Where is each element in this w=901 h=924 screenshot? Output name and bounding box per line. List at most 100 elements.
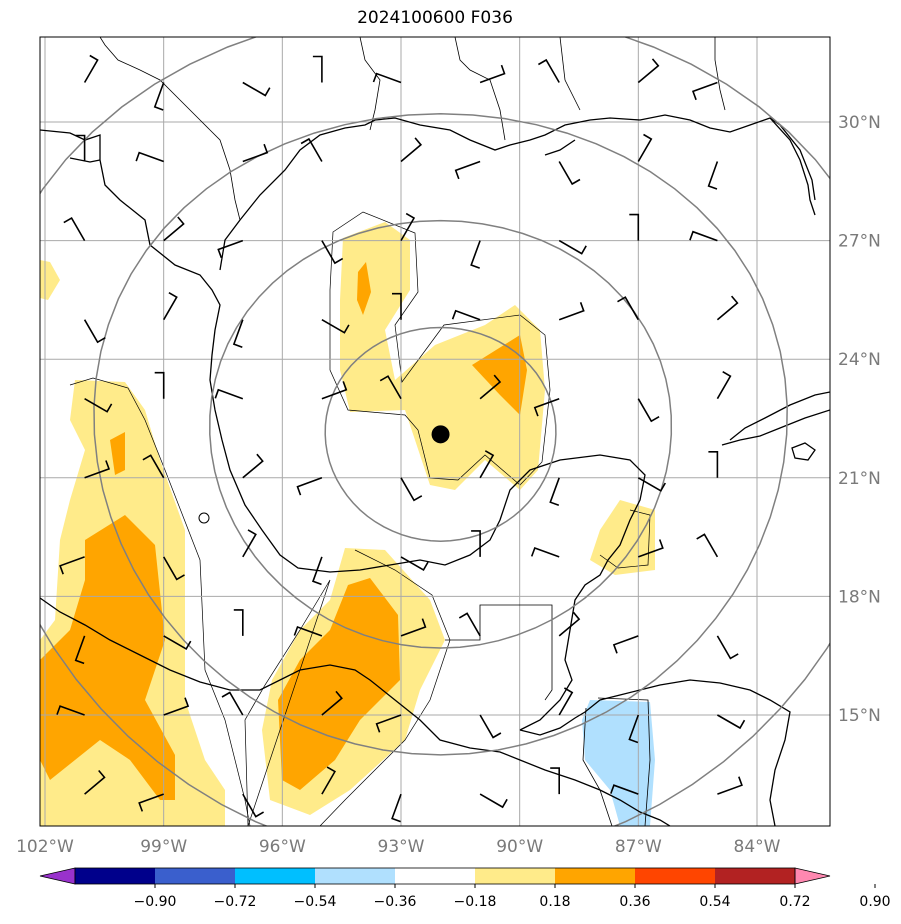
wind-barb (83, 54, 99, 83)
wind-barb (558, 687, 574, 716)
range-ring (324, 326, 557, 542)
border-us-mexico (99, 37, 241, 221)
longitude-labels: 102°W 99°W 96°W 93°W 90°W 87°W 84°W (16, 837, 781, 857)
wind-barb (530, 546, 560, 558)
wind-barb (138, 793, 164, 812)
colorbar: −0.90 −0.72 −0.54 −0.36 −0.18 0.18 0.36 0.54 0.7… (39, 867, 891, 910)
political-borders (99, 37, 726, 701)
wind-barb (163, 292, 178, 321)
wind-barb (293, 625, 323, 637)
wind-barb (242, 453, 264, 479)
longitude-label: 87°W (615, 837, 662, 857)
colorbar-bin (475, 868, 555, 884)
wind-barb (400, 477, 423, 502)
wind-barb (75, 134, 86, 162)
wind-barb (717, 776, 743, 795)
wind-barb (84, 769, 106, 795)
wind-barb (538, 58, 560, 83)
wind-barb (458, 612, 481, 637)
colorbar-bin (635, 868, 715, 884)
wind-barb (637, 133, 653, 162)
map-title: 2024100600 F036 (357, 8, 513, 28)
range-rings (40, 37, 830, 826)
wind-barb (84, 460, 111, 479)
longitude-label: 99°W (140, 837, 187, 857)
wind-barb (696, 533, 719, 558)
wind-barb (232, 319, 244, 348)
wind-barb (321, 319, 350, 334)
anomaly-region-gulf-central (340, 222, 545, 490)
colorbar-frame (74, 867, 796, 885)
anomaly-contour-west (69, 377, 251, 826)
coastline-honduras (519, 679, 791, 826)
wind-barb (154, 371, 165, 399)
wind-barb (479, 64, 506, 84)
wind-barb (142, 454, 165, 479)
colorbar-tick-label: 0.36 (619, 894, 650, 910)
border-guatemala (445, 604, 553, 701)
colorbar-tick-label: −0.36 (374, 894, 417, 910)
anomaly-core-gulf (472, 335, 527, 415)
wind-barb (558, 161, 581, 186)
wind-barb (716, 371, 732, 400)
gridlines (40, 37, 830, 826)
latitude-label: 30°N (838, 113, 881, 133)
colorbar-bin (315, 868, 395, 884)
wind-barb (716, 295, 739, 321)
wind-barb (391, 793, 402, 823)
range-ring (93, 113, 788, 756)
wind-barb (135, 151, 164, 163)
wind-barb (163, 635, 192, 650)
wind-barb (392, 292, 402, 320)
wind-barb (549, 477, 560, 507)
anomaly-fills (40, 211, 655, 826)
wind-barb (558, 239, 587, 255)
wind-barb (400, 618, 427, 637)
colorbar-bin (155, 868, 235, 884)
colorbar-tick-label: 0.72 (779, 894, 810, 910)
wind-barb (550, 767, 560, 795)
wind-barb (479, 374, 502, 400)
wind-barb (637, 58, 660, 84)
anomaly-negative-honduras (582, 700, 655, 826)
wind-barb (637, 398, 660, 423)
wind-barb (59, 556, 85, 575)
colorbar-tick-label: 0.90 (859, 894, 890, 910)
anomaly-core-west (40, 432, 175, 800)
colorbar-tick-label: 0.18 (539, 894, 570, 910)
longitude-label: 96°W (259, 837, 306, 857)
latitude-label: 21°N (838, 469, 881, 489)
wind-barb (311, 556, 323, 586)
wind-barb (707, 161, 719, 190)
longitude-label: 84°W (734, 837, 781, 857)
wind-barb (321, 690, 343, 716)
longitude-label: 93°W (378, 837, 425, 857)
wind-barb (716, 635, 739, 660)
coastline-usa-gulf (219, 114, 816, 271)
colorbar-tick-label: −0.18 (454, 894, 497, 910)
wind-barb (221, 691, 244, 716)
wind-barb (242, 143, 269, 163)
wind-barb (400, 137, 423, 163)
colorbar-extend-low (39, 867, 76, 885)
wind-barb (617, 296, 639, 321)
wind-barb (628, 714, 640, 744)
latitude-label: 18°N (838, 587, 881, 607)
wind-barb (312, 55, 323, 83)
colorbar-bin (75, 868, 155, 884)
wind-barb (717, 714, 746, 730)
wind-barb (242, 529, 257, 558)
wind-barb (74, 635, 86, 665)
colorbar-bin (395, 868, 475, 884)
longitude-label: 90°W (496, 837, 543, 857)
wind-barb (321, 766, 336, 795)
wind-barb (612, 635, 639, 654)
latitude-labels: 30°N 27°N 24°N 21°N 18°N 15°N (838, 113, 881, 726)
wind-barb (217, 239, 244, 259)
wind-barb (689, 230, 718, 242)
map-frame (39, 36, 831, 827)
wind-barb (479, 793, 508, 809)
colorbar-bin (715, 868, 795, 884)
wind-barb (372, 72, 402, 84)
wind-barb (242, 81, 271, 97)
